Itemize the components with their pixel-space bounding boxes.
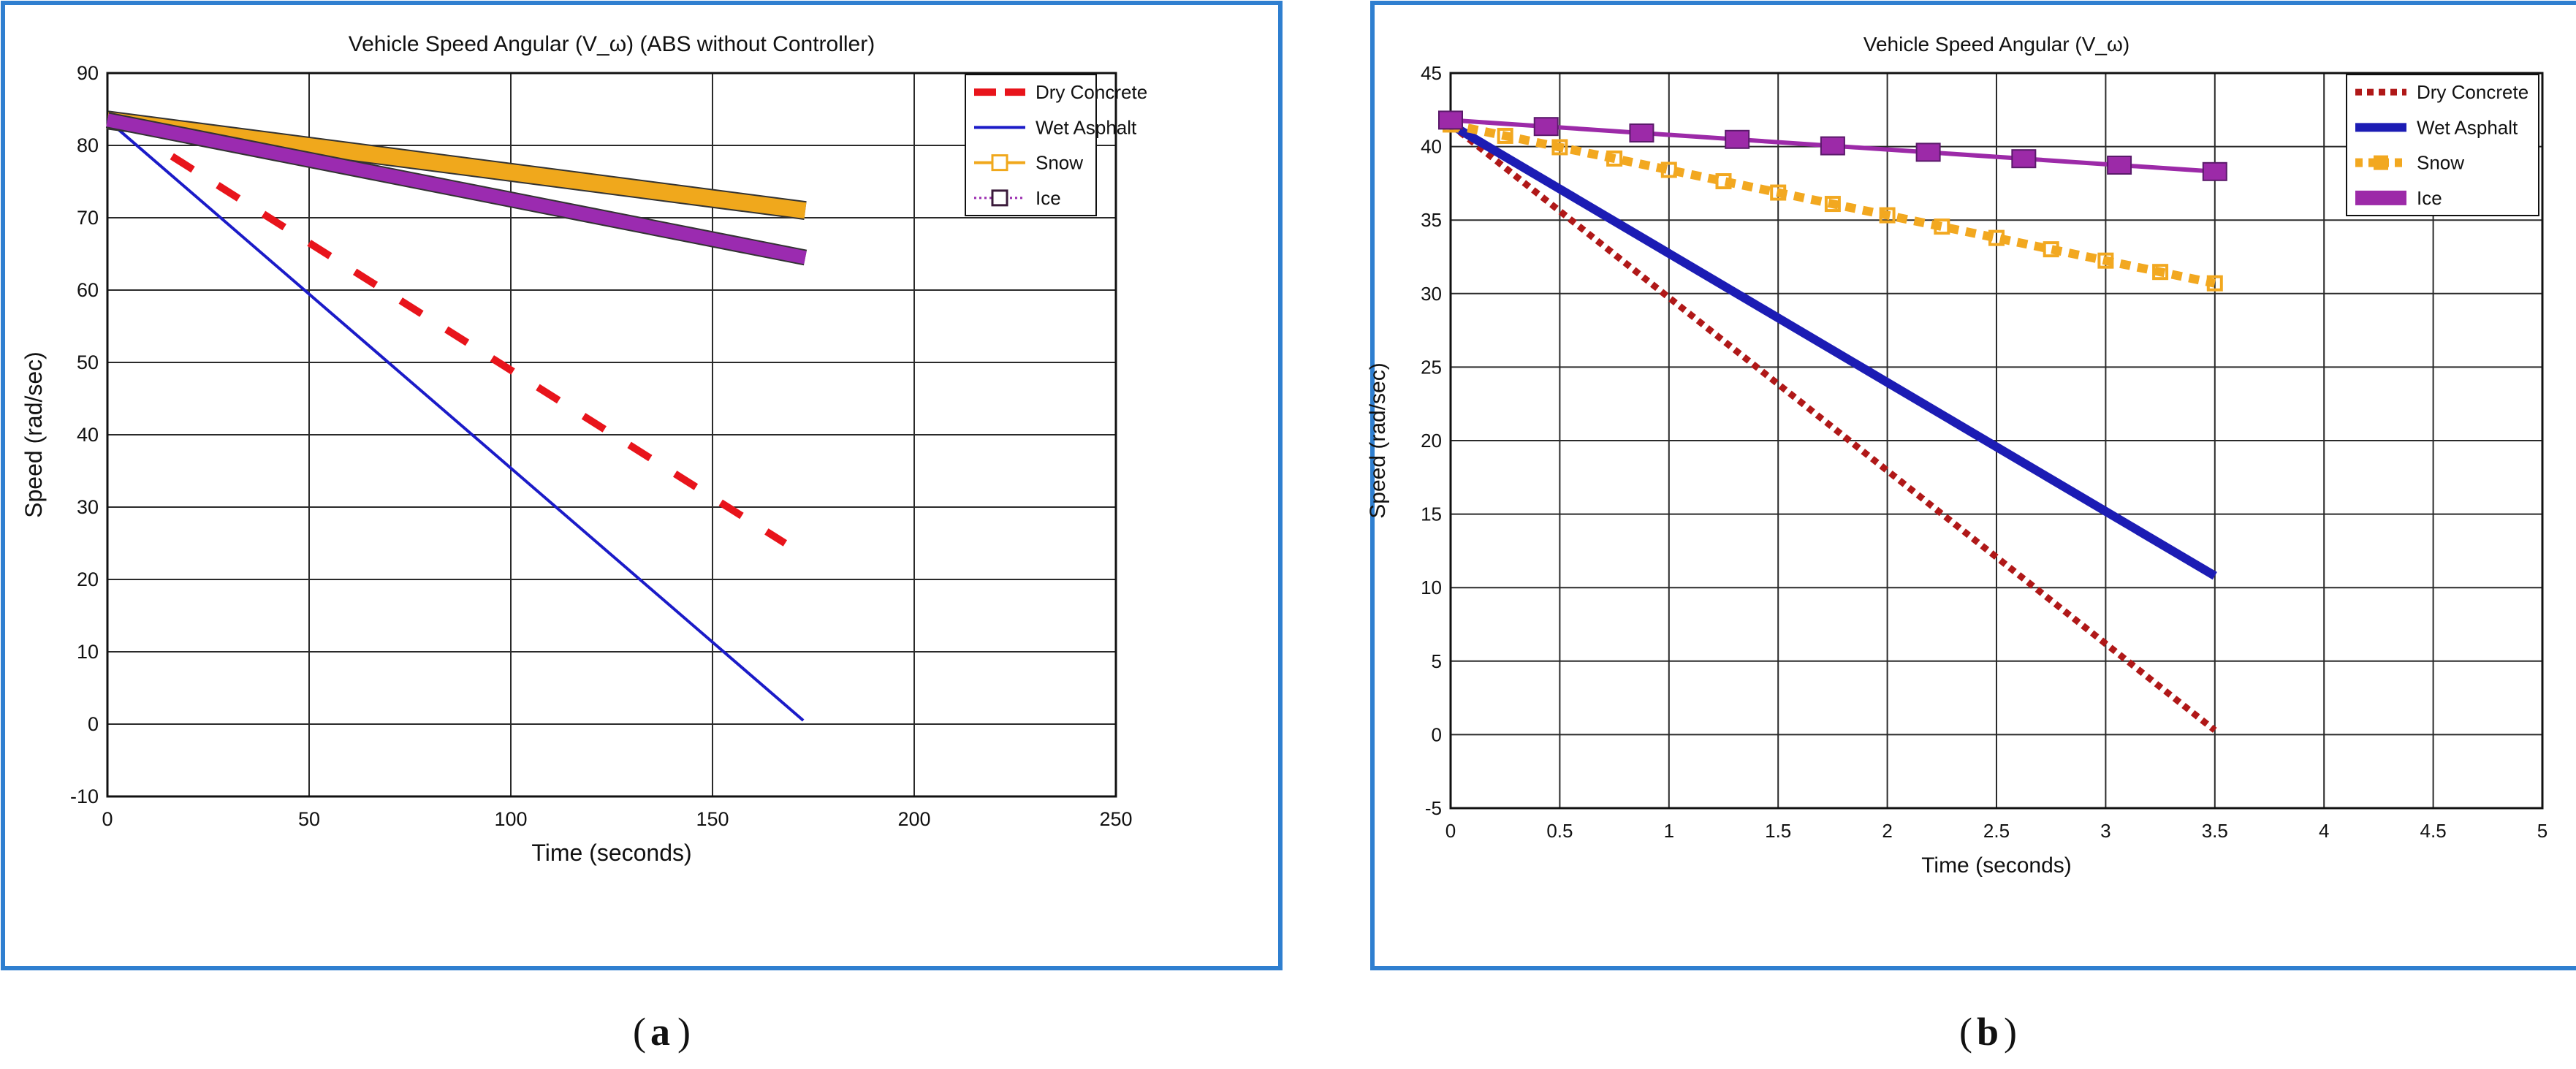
- x-tick-label: 0: [102, 808, 113, 830]
- axes-box: [106, 72, 1117, 798]
- series-ice-marker: [1533, 117, 1559, 137]
- series-snow-marker: [1934, 218, 1950, 235]
- x-tick-label: 3.5: [2202, 820, 2228, 842]
- series-snow-marker: [1606, 150, 1623, 167]
- series-snow-marker: [2206, 275, 2223, 292]
- caption-open: (: [633, 1010, 646, 1054]
- x-axis-label: Time (seconds): [1921, 853, 2072, 878]
- y-tick-label: 45: [1421, 62, 1442, 84]
- y-tick-label: 10: [1421, 577, 1442, 598]
- series-ice-marker: [1820, 136, 1845, 156]
- x-tick-label: 3: [2100, 820, 2110, 842]
- y-tick-label: 30: [77, 496, 99, 518]
- y-tick-label: 5: [1432, 650, 1442, 672]
- y-tick-label: 30: [1421, 283, 1442, 305]
- x-tick-label: 50: [298, 808, 320, 830]
- series-snow-line: [1449, 120, 2216, 288]
- x-tick-label: 0.5: [1546, 820, 1573, 842]
- x-tick-label: 250: [1099, 808, 1132, 830]
- series-dry-concrete-line: [1448, 121, 2217, 733]
- chart-b: 0 0.5 1 1.5 2 2.5 3 3.5 4 4.5 5-505101520253035404…: [1366, 1, 2576, 1054]
- y-tick-label: 50: [77, 351, 99, 373]
- chart-title: Vehicle Speed Angular (V_ω): [1863, 33, 2129, 56]
- x-tick-label: 4: [2319, 820, 2329, 842]
- x-tick-label: 150: [696, 808, 729, 830]
- caption-letter: b: [1977, 1010, 1999, 1054]
- y-tick-label: 20: [77, 568, 99, 590]
- caption-close: ): [677, 1010, 691, 1054]
- legend-snow-marker: [991, 154, 1008, 172]
- series-snow-marker: [2152, 264, 2169, 281]
- series-snow-marker: [1551, 139, 1568, 156]
- y-tick-label: 80: [77, 134, 99, 156]
- series-ice-marker: [1438, 110, 1463, 130]
- legend-snow-label: Snow: [1036, 152, 1083, 174]
- legend-ice-label: Ice: [2417, 187, 2442, 209]
- y-axis-label: Speed (rad/sec): [1366, 362, 1390, 518]
- chart-panel-b: 0 0.5 1 1.5 2 2.5 3 3.5 4 4.5 5 -5 0 5 10 15 20 25 30 35 40 4…: [1288, 0, 2576, 1069]
- series-snow-marker: [1879, 207, 1896, 224]
- legend-dry-concrete-label: Dry Concrete: [2417, 81, 2528, 103]
- legend-snow-marker: [2374, 155, 2388, 170]
- series-wet-asphalt-line: [1448, 121, 2217, 580]
- series-snow-marker: [2043, 241, 2059, 258]
- legend-wet-asphalt-label: Wet Asphalt: [1036, 116, 1137, 138]
- series-snow-marker: [1715, 173, 1732, 190]
- series-snow-marker: [1660, 161, 1677, 178]
- y-tick-label: 10: [77, 641, 99, 663]
- x-tick-label: 0: [1445, 820, 1456, 842]
- chart-title: Vehicle Speed Angular (V_ω) (ABS without…: [349, 32, 875, 56]
- caption-close: ): [2004, 1010, 2017, 1054]
- series-ice-marker: [2202, 161, 2227, 181]
- chart-panel-a: 0 50 100 150 200 250 -10 0 10 20 30 40 50 60 70 80 90 Veh…: [1, 1, 1283, 1054]
- x-tick-label: 100: [494, 808, 527, 830]
- series-ice-marker: [2011, 149, 2037, 169]
- y-tick-label: 25: [1421, 356, 1442, 378]
- x-tick-label: 2.5: [1983, 820, 2010, 842]
- x-tick-label: 5: [2537, 820, 2547, 842]
- y-tick-label: 90: [77, 62, 99, 84]
- caption-letter: a: [650, 1010, 670, 1054]
- y-axis-label: Speed (rad/sec): [20, 351, 47, 518]
- x-axis-label: Time (seconds): [531, 840, 691, 866]
- series-ice-marker: [1915, 142, 1941, 162]
- y-tick-label: 60: [77, 279, 99, 301]
- y-tick-label: 0: [1432, 723, 1442, 745]
- caption-open: (: [1959, 1010, 1972, 1054]
- legend-box: [965, 74, 1097, 216]
- y-tick-label: 20: [1421, 430, 1442, 452]
- series-wet-asphalt-line: [106, 118, 805, 722]
- chart-a: 0 50 100 150 200 250-100102030405060708090Veh…: [1, 1, 1283, 1054]
- x-tick-label: 2: [1882, 820, 1892, 842]
- series-ice-marker: [1725, 129, 1750, 149]
- y-tick-label: -5: [1425, 797, 1442, 819]
- series-snow-marker: [2097, 252, 2114, 269]
- series-ice-marker: [2107, 156, 2132, 175]
- y-tick-label: 0: [88, 713, 99, 735]
- series-snow-marker: [1770, 184, 1787, 201]
- series-snow-marker: [1824, 196, 1841, 213]
- legend-ice-marker: [991, 189, 1008, 207]
- x-tick-label: 200: [897, 808, 930, 830]
- x-tick-label: 1: [1664, 820, 1674, 842]
- y-tick-label: 40: [77, 424, 99, 446]
- legend-snow-label: Snow: [2417, 152, 2464, 174]
- y-tick-label: 40: [1421, 136, 1442, 158]
- axes-box: [1449, 72, 2544, 810]
- y-tick-label: 70: [77, 207, 99, 229]
- legend-dry-concrete-label: Dry Concrete: [1036, 81, 1147, 103]
- legend-wet-asphalt-label: Wet Asphalt: [2417, 116, 2518, 138]
- x-tick-label: 4.5: [2420, 820, 2447, 842]
- y-tick-label: 15: [1421, 503, 1442, 525]
- legend-ice-label: Ice: [1036, 187, 1061, 209]
- series-ice-marker: [1629, 123, 1654, 142]
- y-tick-label: -10: [70, 785, 99, 807]
- series-dry-concrete-line: [170, 153, 788, 547]
- series-snow-marker: [1988, 229, 2005, 246]
- y-tick-label: 35: [1421, 209, 1442, 231]
- series-ice-line: [106, 113, 807, 265]
- series-snow-marker: [1497, 127, 1513, 144]
- x-tick-label: 1.5: [1765, 820, 1791, 842]
